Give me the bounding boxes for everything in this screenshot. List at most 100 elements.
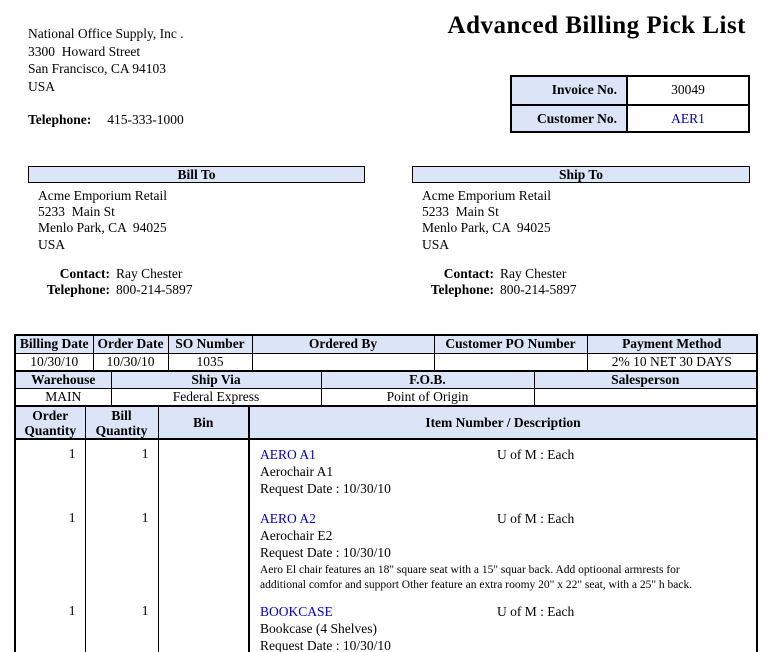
bin-cell — [157, 504, 250, 597]
uom-label: U of M : Each — [497, 447, 575, 462]
item-description-header: Item Number / Description — [248, 407, 756, 440]
order-header-table: Billing Date Order Date SO Number Ordere… — [16, 336, 756, 372]
warehouse-value: MAIN — [16, 388, 112, 407]
item-row: 1 1 BOOKCASE U of M : Each Bookcase (4 S… — [16, 597, 756, 652]
company-address-block: National Office Supply, Inc . 3300 Howar… — [28, 25, 184, 129]
ship-via-header: Ship Via — [110, 371, 322, 389]
order-quantity-cell: 1 — [16, 597, 86, 652]
bill-quantity-header: Bill Quantity — [84, 407, 159, 440]
telephone-value: 800-214-5897 — [500, 282, 577, 298]
customer-po-header: Customer PO Number — [433, 336, 588, 354]
order-quantity-cell: 1 — [16, 440, 86, 504]
invoice-no-label: Invoice No. — [512, 77, 628, 104]
item-row: 1 1 AERO A1 U of M : Each Aerochair A1 R… — [16, 440, 756, 504]
fob-value: Point of Origin — [320, 388, 535, 407]
item-description-text: Aerochair A1 — [260, 464, 334, 479]
item-description-cell: AERO A1 U of M : Each Aerochair A1 Reque… — [248, 440, 756, 504]
salesperson-header: Salesperson — [533, 371, 756, 389]
bill-to-street: 5233 Main St — [38, 204, 115, 220]
warehouse-header: Warehouse — [16, 371, 112, 389]
payment-method-header: Payment Method — [586, 336, 756, 354]
ship-via-value: Federal Express — [110, 388, 322, 407]
shipping-header-table: Warehouse Ship Via F.O.B. Salesperson MA… — [16, 371, 756, 407]
table-row: Order Quantity Bill Quantity Bin Item Nu… — [16, 407, 756, 440]
item-description-text: Aerochair E2 — [260, 528, 333, 543]
bill-to-country: USA — [38, 236, 66, 252]
telephone-label: Telephone: — [430, 282, 494, 298]
ship-to-address: Acme Emporium Retail 5233 Main St Menlo … — [422, 188, 750, 299]
telephone-label: Telephone: — [46, 282, 110, 298]
order-quantity-cell: 1 — [16, 504, 86, 597]
ship-to-city: Menlo Park, CA 94025 — [422, 220, 551, 236]
contact-value: Ray Chester — [116, 265, 183, 281]
request-date-text: Request Date : 10/30/10 — [260, 481, 391, 496]
bill-quantity-cell: 1 — [84, 440, 159, 504]
telephone-label: Telephone: — [28, 112, 92, 128]
item-row: 1 1 AERO A2 U of M : Each Aerochair E2 R… — [16, 504, 756, 597]
order-date-header: Order Date — [92, 336, 169, 354]
ship-to-header: Ship To — [412, 166, 750, 183]
line-items-table: 1 1 AERO A1 U of M : Each Aerochair A1 R… — [16, 440, 756, 652]
bill-to-header: Bill To — [28, 166, 365, 183]
bill-to-telephone-row: Telephone: 800-214-5897 — [38, 282, 365, 299]
company-name: National Office Supply, Inc . — [28, 26, 184, 41]
table-row: Billing Date Order Date SO Number Ordere… — [16, 336, 756, 354]
customer-number-row: Customer No. AER1 — [512, 104, 748, 131]
ship-to-country: USA — [422, 236, 450, 252]
bill-to-city: Menlo Park, CA 94025 — [38, 220, 167, 236]
ship-to-name: Acme Emporium Retail — [422, 188, 551, 203]
ship-to-street: 5233 Main St — [422, 204, 499, 220]
billing-date-value: 10/30/10 — [16, 353, 94, 371]
contact-label: Contact: — [443, 265, 494, 281]
line-items-header: Order Quantity Bill Quantity Bin Item Nu… — [16, 407, 756, 440]
ordered-by-header: Ordered By — [251, 336, 435, 354]
contact-value: Ray Chester — [500, 265, 567, 281]
table-row: Warehouse Ship Via F.O.B. Salesperson — [16, 371, 756, 389]
item-long-description: Aero El chair features an 18" square sea… — [260, 564, 693, 591]
bill-to-contact-row: Contact: Ray Chester — [38, 266, 365, 283]
order-quantity-header: Order Quantity — [16, 407, 86, 440]
request-date-text: Request Date : 10/30/10 — [260, 638, 391, 652]
company-address-line: San Francisco, CA 94103 — [28, 61, 166, 77]
invoice-info-box: Invoice No. 30049 Customer No. AER1 — [510, 75, 750, 133]
ship-to-telephone-row: Telephone: 800-214-5897 — [422, 282, 750, 299]
bill-to-name: Acme Emporium Retail — [38, 188, 167, 203]
telephone-value: 800-214-5897 — [116, 282, 193, 298]
request-date-text: Request Date : 10/30/10 — [260, 545, 391, 560]
page-title: Advanced Billing Pick List — [447, 12, 746, 39]
customer-po-value — [433, 353, 588, 371]
item-description-text: Bookcase (4 Shelves) — [260, 621, 377, 636]
customer-no-link[interactable]: AER1 — [671, 111, 705, 126]
ordered-by-value — [251, 353, 435, 371]
table-row: 10/30/10 10/30/10 1035 2% 10 NET 30 DAYS — [16, 353, 756, 371]
item-description-cell: AERO A2 U of M : Each Aerochair E2 Reque… — [248, 504, 756, 597]
company-telephone-row: Telephone: 415-333-1000 — [28, 111, 184, 129]
order-details-table: Billing Date Order Date SO Number Ordere… — [14, 334, 758, 652]
bill-to-address: Acme Emporium Retail 5233 Main St Menlo … — [38, 188, 365, 299]
bin-cell — [157, 440, 250, 504]
item-number-link[interactable]: AERO A1 — [260, 447, 316, 462]
fob-header: F.O.B. — [320, 371, 535, 389]
table-row: MAIN Federal Express Point of Origin — [16, 388, 756, 407]
so-number-header: SO Number — [167, 336, 253, 354]
item-number-link[interactable]: AERO A2 — [260, 511, 316, 526]
invoice-no-value: 30049 — [671, 82, 705, 97]
item-description-cell: BOOKCASE U of M : Each Bookcase (4 Shelv… — [248, 597, 756, 652]
bin-cell — [157, 597, 250, 652]
payment-method-value: 2% 10 NET 30 DAYS — [586, 353, 756, 371]
company-address-line: 3300 Howard Street — [28, 43, 141, 59]
ship-to-contact-row: Contact: Ray Chester — [422, 266, 750, 283]
contact-label: Contact: — [59, 265, 110, 281]
company-address-line: USA — [28, 78, 56, 94]
so-number-value: 1035 — [167, 353, 253, 371]
salesperson-value — [533, 388, 756, 407]
order-date-value: 10/30/10 — [92, 353, 169, 371]
bin-header: Bin — [157, 407, 250, 440]
bill-to-section: Bill To Acme Emporium Retail 5233 Main S… — [28, 166, 365, 299]
customer-no-label: Customer No. — [512, 106, 628, 131]
billing-date-header: Billing Date — [16, 336, 94, 354]
telephone-value: 415-333-1000 — [107, 112, 184, 128]
item-number-link[interactable]: BOOKCASE — [260, 604, 333, 619]
bill-to-contact-block: Contact: Ray Chester Telephone: 800-214-58… — [38, 266, 365, 299]
